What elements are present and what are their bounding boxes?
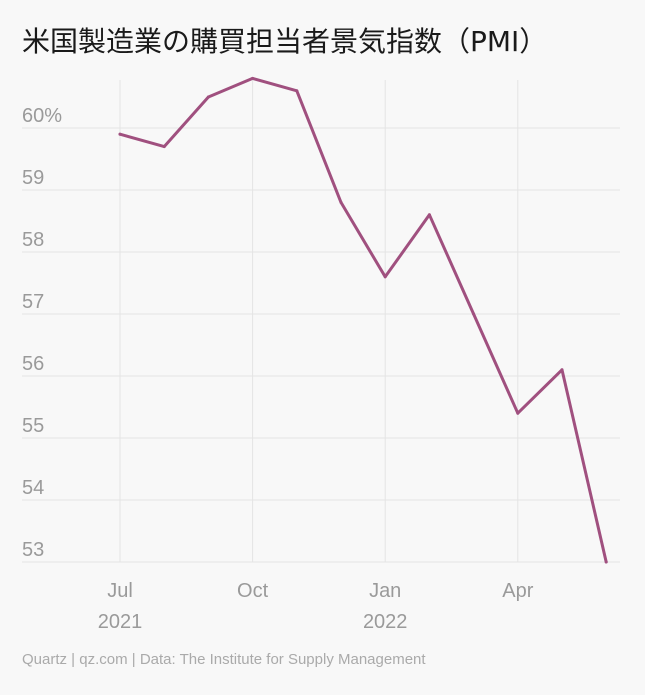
pmi-data-point xyxy=(162,145,166,149)
y-tick-label: 60% xyxy=(22,105,62,127)
x-tick-label: Oct xyxy=(237,580,269,602)
x-tick-label: Jan xyxy=(369,580,401,602)
pmi-data-point xyxy=(383,275,387,279)
pmi-data-point xyxy=(339,200,343,204)
x-tick-label: Apr xyxy=(502,580,533,602)
x-tick-year-label: 2021 xyxy=(98,611,143,633)
y-tick-label: 59 xyxy=(22,167,44,189)
pmi-data-point xyxy=(251,76,255,80)
source-footer: Quartz | qz.com | Data: The Institute fo… xyxy=(22,651,426,668)
y-tick-label: 56 xyxy=(22,353,44,375)
y-tick-label: 57 xyxy=(22,291,44,313)
pmi-data-point xyxy=(295,89,299,93)
x-tick-year-label: 2022 xyxy=(363,611,408,633)
y-tick-label: 58 xyxy=(22,229,44,251)
x-tick-label: Jul xyxy=(107,580,133,602)
chart-title: 米国製造業の購買担当者景気指数（PMI） xyxy=(22,25,548,58)
y-tick-label: 54 xyxy=(22,477,44,499)
y-tick-label: 53 xyxy=(22,539,44,561)
pmi-series-line xyxy=(118,76,608,564)
pmi-data-point xyxy=(560,368,564,372)
y-tick-label: 55 xyxy=(22,415,44,437)
pmi-data-point xyxy=(472,312,476,316)
pmi-data-point xyxy=(516,411,520,415)
pmi-data-point xyxy=(118,132,122,136)
pmi-data-point xyxy=(206,95,210,99)
pmi-data-point xyxy=(604,560,608,564)
pmi-data-point xyxy=(427,213,431,217)
